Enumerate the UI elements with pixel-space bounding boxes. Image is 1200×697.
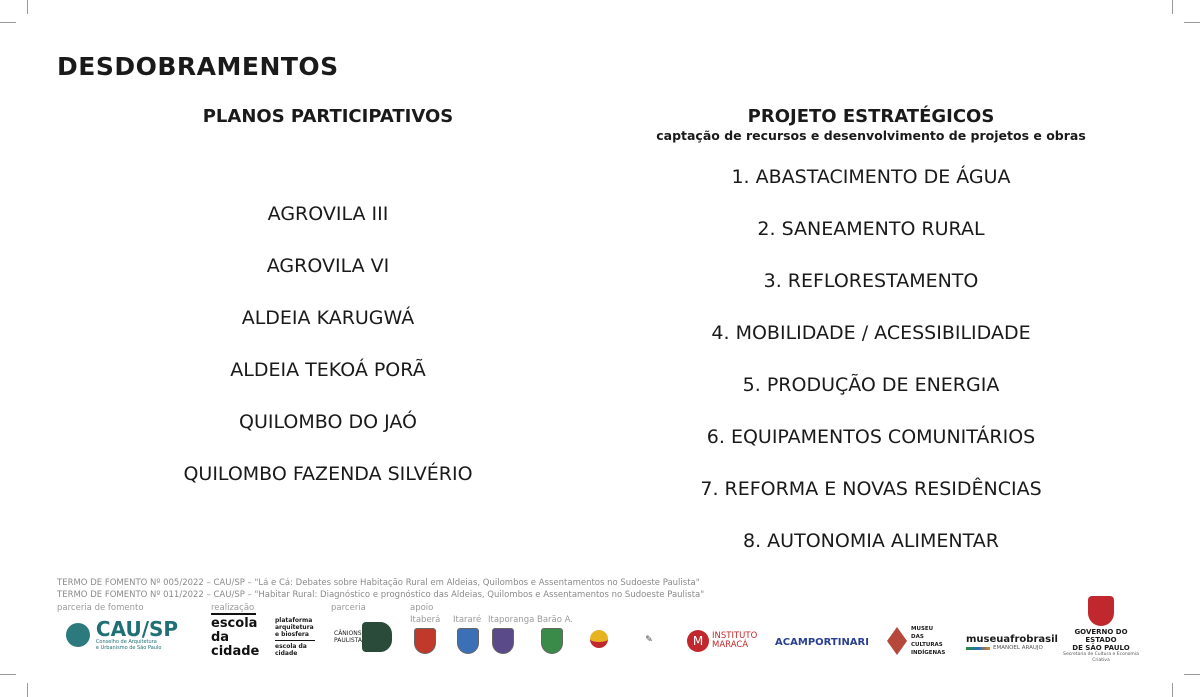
city-name: Itaporanga xyxy=(488,615,535,625)
gov-sub: Secretaria de Cultura e Economia Criativ… xyxy=(1063,652,1139,663)
city-crest-icon xyxy=(541,628,563,654)
cau-sub1: Conselho de Arquitetura xyxy=(95,639,157,645)
sun-emblem-logo xyxy=(588,622,610,656)
city-logo-0: Itaberá xyxy=(410,615,450,654)
canions-paulistas-logo: CÂNIONS PAULISTAS xyxy=(331,620,395,654)
city-name: Itaberá xyxy=(410,615,441,625)
museu-afro-brasil-logo: museuafrobrasil EMANOEL ARAUJO xyxy=(966,634,1058,651)
cau-seal-icon xyxy=(65,623,90,647)
city-logo-2: Itaporanga xyxy=(488,615,535,654)
city-name: Barão A. xyxy=(537,615,574,625)
page-title: DESDOBRAMENTOS xyxy=(57,52,339,81)
gov-line1: GOVERNO DO ESTADO xyxy=(1074,628,1128,644)
plataforma-text: plataforma arquitetura e biosfera xyxy=(275,617,314,638)
city-crest-icon xyxy=(492,628,514,654)
crop-mark xyxy=(1184,674,1200,675)
cau-name: CAU/SP xyxy=(95,617,179,641)
plataforma-logo: plataforma arquitetura e biosfera escola… xyxy=(275,617,315,657)
city-logo-3: Barão A. xyxy=(537,615,577,654)
museu-icon xyxy=(887,627,907,655)
city-name: Itararé xyxy=(453,615,482,625)
project-item: 5. PRODUÇÃO DE ENERGIA xyxy=(742,374,1000,396)
label-fomento: parceria de fomento xyxy=(57,603,144,613)
crop-mark xyxy=(1172,0,1173,14)
label-realizacao: realização xyxy=(211,603,255,613)
afro-text: museuafrobrasil xyxy=(966,634,1058,645)
plan-item: AGROVILA VI xyxy=(266,255,390,277)
cau-sub2: e Urbanismo de São Paulo xyxy=(95,645,162,651)
crop-mark xyxy=(0,674,16,675)
escola-da-cidade-logo: escola da cidade xyxy=(211,613,259,659)
plan-item: QUILOMBO FAZENDA SILVÉRIO xyxy=(183,463,473,485)
crop-mark xyxy=(1172,683,1173,697)
project-item: 3. REFLORESTAMENTO xyxy=(763,270,979,292)
project-item: 4. MOBILIDADE / ACESSIBILIDADE xyxy=(711,322,1031,344)
label-parceria: parceria xyxy=(331,603,366,613)
museu-culturas-indigenas-logo: MUSEU DAS CULTURAS INDÍGENAS xyxy=(886,624,948,658)
afro-sub: EMANOEL ARAUJO xyxy=(993,645,1043,651)
project-item: 6. EQUIPAMENTOS COMUNITÁRIOS xyxy=(706,426,1036,448)
plan-item: QUILOMBO DO JAÓ xyxy=(239,411,417,433)
plan-item: AGROVILA III xyxy=(267,203,389,225)
project-item: 2. SANEAMENTO RURAL xyxy=(757,218,985,240)
museu-culturas-text: MUSEU DAS CULTURAS INDÍGENAS xyxy=(911,626,946,656)
canions-text: CÂNIONS PAULISTAS xyxy=(334,630,366,644)
plan-item: ALDEIA TEKOÁ PORÃ xyxy=(230,359,426,381)
plataforma-sub: escola da cidade xyxy=(275,640,315,657)
city-crest-icon xyxy=(414,628,436,654)
right-heading: PROJETO ESTRATÉGICOS xyxy=(747,106,995,127)
crop-mark xyxy=(1184,22,1200,23)
script-logo: ✎ xyxy=(645,635,653,645)
city-logo-1: Itararé xyxy=(453,615,493,654)
maraca-icon: M xyxy=(687,630,709,652)
maraca-text: INSTITUTO MARACÁ xyxy=(712,631,758,650)
crop-mark xyxy=(0,22,16,23)
left-heading: PLANOS PARTICIPATIVOS xyxy=(202,106,454,127)
canions-icon xyxy=(362,622,392,652)
project-item: 7. REFORMA E NOVAS RESIDÊNCIAS xyxy=(700,478,1042,500)
termo-1: TERMO DE FOMENTO Nº 005/2022 – CAU/SP – … xyxy=(57,578,700,588)
crop-mark xyxy=(27,683,28,697)
acam-portinari-logo: ACAMPORTINARI xyxy=(775,636,869,648)
project-item: 1. ABASTACIMENTO DE ÁGUA xyxy=(731,166,1011,188)
plan-item: ALDEIA KARUGWÁ xyxy=(241,307,415,329)
gov-line2: DE SÃO PAULO xyxy=(1072,644,1130,652)
city-crest-icon xyxy=(457,628,479,654)
crop-mark xyxy=(27,0,28,14)
termo-2: TERMO DE FOMENTO Nº 011/2022 – CAU/SP – … xyxy=(57,590,705,600)
right-subtitle: captação de recursos e desenvolvimento d… xyxy=(656,128,1086,143)
label-apoio: apoio xyxy=(410,603,434,613)
governo-sp-logo: GOVERNO DO ESTADO DE SÃO PAULO Secretari… xyxy=(1058,596,1144,664)
project-item: 8. AUTONOMIA ALIMENTAR xyxy=(743,530,999,552)
cau-sp-logo: CAU/SP Conselho de Arquitetura e Urbanis… xyxy=(57,615,187,655)
sp-crest-icon xyxy=(1088,596,1114,626)
instituto-maraca-logo: M INSTITUTO MARACÁ xyxy=(686,628,761,654)
